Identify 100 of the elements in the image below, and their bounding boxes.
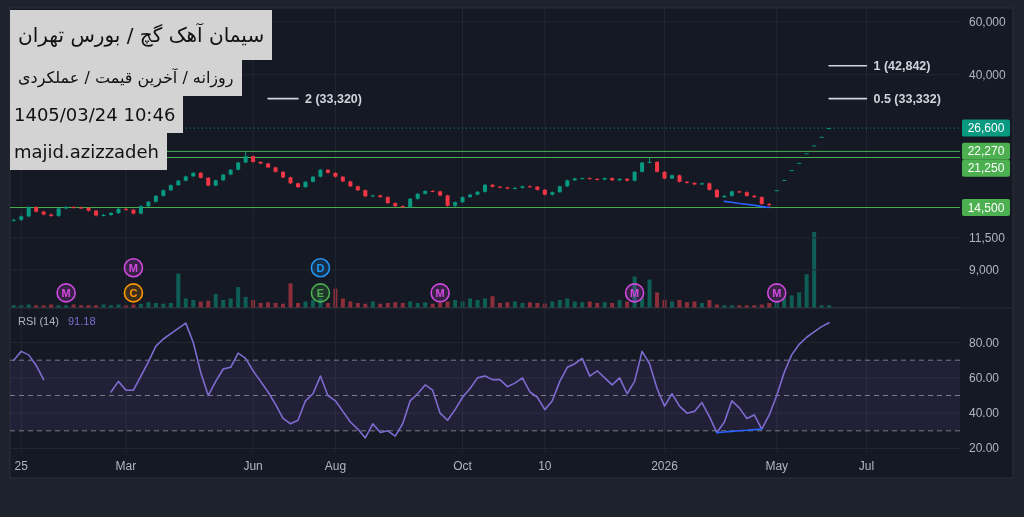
bar	[153, 302, 158, 308]
annotation: 91.18	[68, 315, 96, 327]
candlestick	[587, 176, 592, 181]
bar	[767, 302, 772, 308]
data-label: M	[435, 286, 445, 299]
x-tick-label: Mar	[115, 459, 137, 473]
bar	[273, 302, 278, 308]
text: سیمان آهک گچ / بورس تهران	[10, 10, 273, 60]
annotation: 1405/03/24 10:46	[10, 96, 184, 133]
bar	[408, 301, 413, 308]
bar	[595, 302, 600, 308]
bar	[677, 299, 682, 308]
bar	[729, 305, 734, 308]
bar	[94, 305, 99, 308]
bar	[303, 301, 308, 308]
data-label: C	[129, 286, 138, 299]
bar	[400, 302, 405, 308]
candlestick	[123, 207, 128, 212]
bar	[206, 300, 211, 308]
bar	[108, 305, 113, 308]
bar	[512, 301, 517, 308]
y-tick-label: 60.00	[969, 370, 1000, 385]
bar	[752, 305, 757, 308]
x-tick-label: 2026	[651, 459, 679, 473]
bar	[625, 301, 630, 308]
x-tick-label: Aug	[324, 459, 347, 473]
bar	[288, 283, 293, 308]
bar	[497, 302, 502, 308]
bar	[423, 302, 428, 308]
bar	[34, 305, 39, 308]
candlestick	[684, 180, 689, 185]
bar	[370, 301, 375, 308]
data-label: M	[128, 261, 139, 274]
bar	[647, 279, 652, 308]
bar	[176, 273, 181, 308]
bar	[550, 301, 555, 308]
bar	[168, 302, 173, 308]
bar	[759, 304, 764, 308]
bar	[774, 301, 779, 308]
bar	[385, 302, 390, 308]
bar	[610, 302, 615, 308]
bar	[56, 305, 61, 308]
legend-label: 21,250	[967, 161, 1005, 176]
bar	[415, 302, 420, 308]
bar	[827, 305, 832, 308]
bar	[453, 299, 458, 308]
x-tick-label: 10	[538, 459, 552, 473]
x-tick-label: Jun	[243, 459, 263, 473]
y-tick-label: 9,000	[969, 262, 1000, 277]
series-label: 1 (42,842)	[873, 58, 931, 73]
bar	[505, 302, 510, 308]
x-tick-label: May	[765, 459, 789, 473]
bar	[131, 304, 136, 308]
bar	[79, 305, 84, 308]
ref-line-label: 22,270	[967, 144, 1005, 159]
bar	[617, 299, 622, 308]
ref-line-label: 14,500	[967, 200, 1005, 215]
bar	[266, 302, 271, 308]
bar	[41, 305, 46, 308]
bar	[243, 296, 248, 308]
bar	[378, 303, 383, 308]
series-label: 2 (33,320)	[304, 91, 362, 106]
x-tick-label: Oct	[453, 459, 473, 473]
bar	[640, 298, 645, 308]
y-tick-label: 40,000	[969, 67, 1007, 82]
y-tick-label: 80.00	[969, 335, 1000, 350]
data-label: M	[630, 286, 640, 299]
bar	[587, 301, 592, 308]
bar	[670, 301, 675, 308]
bar	[737, 305, 742, 308]
text: روزانه / آخرین قیمت / عملکردی	[10, 60, 242, 96]
bar	[572, 301, 577, 308]
ref-line-label: 26,600	[967, 121, 1005, 136]
bar	[744, 305, 749, 308]
candlestick	[497, 185, 502, 189]
bar	[348, 301, 353, 308]
bar	[318, 298, 323, 308]
y-tick-label: 60,000	[969, 14, 1007, 29]
bar	[355, 302, 360, 308]
bar	[101, 304, 106, 308]
bar	[198, 301, 203, 308]
text: RSI (14)	[18, 315, 59, 327]
bar	[707, 299, 712, 308]
bar	[714, 304, 719, 308]
bar	[565, 298, 570, 308]
series-label: 0.5 (33,332)	[873, 91, 941, 106]
bar	[535, 302, 540, 308]
bar	[819, 305, 824, 308]
candlestick	[325, 168, 330, 175]
bar	[19, 305, 24, 308]
bar	[684, 302, 689, 308]
bar	[797, 292, 802, 308]
data-label: M	[772, 286, 782, 299]
bar	[445, 301, 450, 308]
bar	[520, 302, 525, 308]
bar	[557, 299, 562, 308]
y-tick-label: 11,500	[969, 230, 1006, 245]
bar	[483, 298, 487, 308]
bar	[146, 302, 151, 308]
bar	[363, 303, 368, 308]
